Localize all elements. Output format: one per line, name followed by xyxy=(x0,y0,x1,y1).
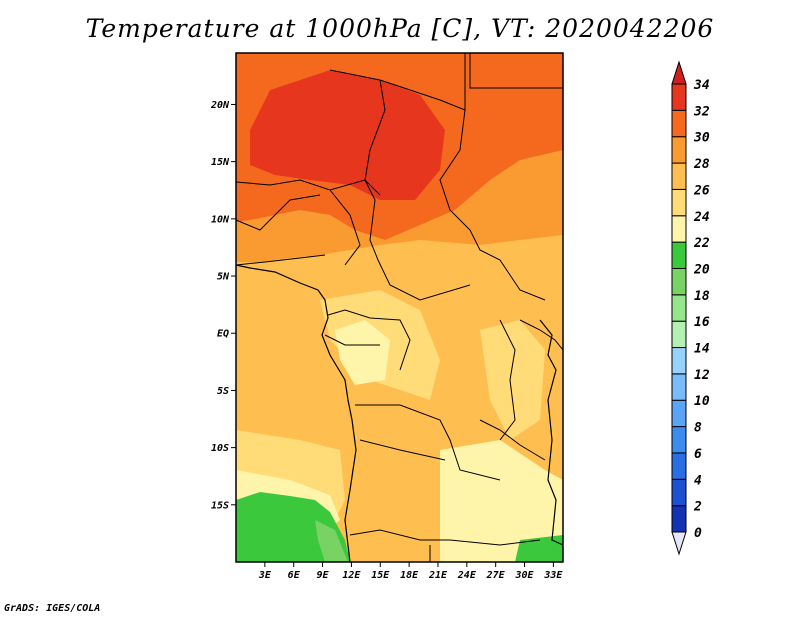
colorbar-swatch xyxy=(671,399,687,428)
lat-tick-label: 10N xyxy=(211,214,230,225)
colorbar-label: 14 xyxy=(694,342,710,357)
map-frame xyxy=(235,52,564,563)
colorbar-swatch xyxy=(671,426,687,454)
field-band-34b xyxy=(236,58,330,140)
field-band-24-se xyxy=(440,440,563,562)
lat-tick-label: 20N xyxy=(210,100,230,111)
colorbar-label: 20 xyxy=(693,262,710,277)
colorbar-swatch xyxy=(671,478,687,507)
colorbar-label: 32 xyxy=(693,104,710,119)
lon-tick-label: 6E xyxy=(288,570,301,581)
lon-tick-label: 3E xyxy=(258,570,272,581)
lon-tick-label: 30E xyxy=(514,570,534,581)
colorbar-label: 8 xyxy=(694,421,702,436)
latitude-axis: 20N 15N 10N 5N EQ 5S 10S 15S xyxy=(210,100,236,511)
colorbar-swatch xyxy=(671,505,687,533)
lon-tick-label: 12E xyxy=(342,570,361,581)
field-band-24-central xyxy=(335,320,390,385)
colorbar-label: 26 xyxy=(693,183,710,198)
credit-text: GrADS: IGES/COLA xyxy=(4,603,101,614)
colorbar-swatch xyxy=(671,109,687,138)
temperature-map xyxy=(235,52,564,563)
colorbar-swatch xyxy=(671,136,687,164)
coastlines xyxy=(235,264,564,563)
colorbar-swatch xyxy=(671,215,687,243)
colorbar-label: 12 xyxy=(694,368,710,383)
colorbar-label: 6 xyxy=(694,447,702,462)
colorbar-swatch xyxy=(671,83,687,111)
lat-tick-label: 5S xyxy=(217,386,229,397)
lat-tick-label: 15N xyxy=(211,157,230,168)
country-borders xyxy=(235,53,564,562)
colorbar-label: 4 xyxy=(694,473,702,488)
colorbar-label: 10 xyxy=(694,394,710,409)
lon-tick-label: 33E xyxy=(543,570,563,581)
colorbar-swatch xyxy=(671,241,687,269)
colorbar-swatch xyxy=(671,162,687,190)
colorbar-label: 2 xyxy=(693,500,702,515)
colorbar-label: 24 xyxy=(693,210,710,225)
colorbar-swatch xyxy=(671,267,687,296)
lat-tick-label: 10S xyxy=(211,443,229,454)
lon-tick-label: 27E xyxy=(486,570,506,581)
field-band-20-south xyxy=(315,520,348,562)
colorbar-label: 28 xyxy=(693,157,710,172)
lon-tick-label: 9E xyxy=(317,570,330,581)
colorbar-swatch xyxy=(671,452,687,480)
lat-tick-label: 5N xyxy=(217,272,230,283)
colorbar-label: 22 xyxy=(693,236,710,251)
longitude-axis: 3E 6E 9E 12E 15E 18E 21E 24E 27E 30E 33E xyxy=(258,562,563,581)
colorbar-swatch xyxy=(671,188,687,217)
colorbar-under-arrow xyxy=(671,531,687,556)
colorbar-over-arrow xyxy=(671,60,687,85)
colorbar-label: 34 xyxy=(693,78,710,93)
lon-tick-label: 15E xyxy=(371,570,390,581)
lat-tick-label: 15S xyxy=(211,500,229,511)
lon-tick-label: 24E xyxy=(457,570,477,581)
map-title: Temperature at 1000hPa [C], VT: 20200422… xyxy=(85,14,715,43)
lon-tick-label: 21E xyxy=(428,570,448,581)
colorbar-swatch xyxy=(671,294,687,322)
field-band-34 xyxy=(250,70,445,200)
colorbar-label: 0 xyxy=(694,526,702,541)
colorbar-label: 16 xyxy=(694,315,710,330)
colorbar-swatch xyxy=(671,347,687,375)
colorbar-label: 30 xyxy=(693,131,710,146)
lon-tick-label: 18E xyxy=(400,570,419,581)
lat-tick-label: EQ xyxy=(217,329,229,340)
colorbar-swatch xyxy=(671,373,687,401)
colorbar-swatch xyxy=(671,320,687,349)
field-band-26-east xyxy=(480,320,545,440)
colorbar-label: 18 xyxy=(694,289,710,304)
